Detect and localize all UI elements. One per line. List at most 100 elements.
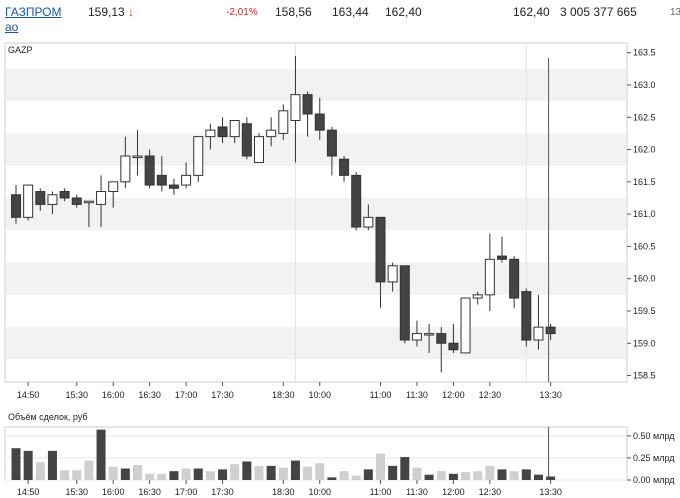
y-tick-label: 161.0 bbox=[633, 209, 656, 219]
volume-bar bbox=[327, 477, 337, 480]
candle-body bbox=[326, 129, 337, 157]
candle bbox=[132, 130, 143, 176]
candle-body bbox=[217, 126, 228, 138]
x-tick-label: 12:30 bbox=[479, 390, 502, 400]
candle-body bbox=[509, 258, 520, 299]
candle bbox=[144, 149, 155, 189]
y-tick-label: 163.5 bbox=[633, 48, 656, 58]
volume-x-tick-label: 16:00 bbox=[102, 487, 125, 497]
candle-body bbox=[533, 326, 544, 341]
candle bbox=[83, 200, 94, 228]
y-tick-label: 161.5 bbox=[633, 177, 656, 187]
candle-body bbox=[387, 265, 398, 283]
candle-body bbox=[71, 197, 82, 205]
x-tick-label: 13:30 bbox=[539, 390, 562, 400]
candle bbox=[120, 136, 131, 189]
volume-x-tick-label: 12:00 bbox=[442, 487, 465, 497]
candle-body bbox=[35, 191, 46, 205]
y-tick-label: 158.5 bbox=[633, 371, 656, 381]
volume-bar bbox=[266, 465, 276, 480]
candle-body bbox=[302, 94, 313, 115]
candle-body bbox=[363, 216, 374, 228]
candle bbox=[363, 204, 374, 231]
close-price: 162,40 bbox=[513, 5, 550, 19]
candle-body bbox=[108, 181, 119, 193]
volume-bar bbox=[84, 460, 94, 480]
candle-body bbox=[436, 333, 447, 344]
candle bbox=[411, 320, 422, 347]
candle-body bbox=[375, 216, 386, 283]
candle-body bbox=[314, 113, 325, 131]
down-arrow-icon: ↓ bbox=[128, 5, 134, 19]
candle-body bbox=[83, 200, 94, 204]
candle bbox=[424, 323, 435, 353]
volume-bar bbox=[157, 473, 167, 480]
ticker-share-type-link[interactable]: ао bbox=[5, 20, 19, 34]
volume-bar bbox=[424, 474, 434, 480]
candle-body bbox=[193, 136, 204, 176]
candle-body bbox=[181, 174, 192, 186]
candle bbox=[472, 291, 483, 305]
candle bbox=[521, 288, 532, 347]
candle bbox=[241, 117, 252, 160]
candle-body bbox=[47, 194, 58, 205]
candle-body bbox=[254, 136, 264, 163]
volume-bar bbox=[254, 465, 264, 480]
extra-column: 13 bbox=[670, 7, 680, 18]
candle-body bbox=[59, 191, 70, 199]
candle bbox=[448, 323, 459, 353]
volume-y-tick-label: 0.50 млрд bbox=[633, 431, 675, 441]
candle-body bbox=[411, 333, 422, 341]
volume-bar bbox=[133, 464, 142, 480]
volume-bar bbox=[169, 471, 179, 480]
y-tick-label: 163.0 bbox=[633, 80, 656, 90]
candle bbox=[436, 327, 447, 373]
volume-bar bbox=[485, 465, 495, 480]
volume-chart: 0.50 млрд 0.25 млрд 0.00 млрд 14:50 15:30 16:… bbox=[4, 426, 675, 497]
candle-body bbox=[229, 119, 240, 138]
candle bbox=[108, 181, 119, 208]
candle-body bbox=[497, 255, 507, 260]
candle bbox=[193, 136, 204, 182]
x-tick-label: 17:30 bbox=[211, 390, 234, 400]
x-tick-label: 11:30 bbox=[406, 390, 428, 400]
candle bbox=[497, 236, 507, 263]
candle bbox=[59, 188, 70, 202]
candle bbox=[460, 297, 471, 354]
volume-bar bbox=[363, 469, 373, 480]
candle bbox=[533, 294, 544, 350]
candle bbox=[375, 216, 386, 308]
volume-bar bbox=[242, 461, 252, 480]
volume-bar bbox=[509, 471, 519, 480]
volume-x-tick-label: 13:30 bbox=[539, 487, 562, 497]
price-chart: 163.5 163.0 162.5 162.0 161.5 161.0 160.5 160.0… bbox=[4, 42, 656, 400]
candle-body bbox=[278, 110, 289, 134]
grid-band bbox=[6, 262, 626, 295]
volume-bar bbox=[497, 469, 507, 480]
volume-x-tick-label: 18:30 bbox=[272, 487, 295, 497]
volume-x-tick-label: 17:00 bbox=[175, 487, 198, 497]
open-price: 158,56 bbox=[275, 5, 312, 19]
candle bbox=[181, 162, 192, 189]
volume-x-tick-label: 12:30 bbox=[479, 487, 502, 497]
candle bbox=[351, 172, 362, 231]
candle-body bbox=[472, 294, 483, 299]
volume-bar bbox=[120, 468, 130, 480]
candle bbox=[156, 156, 167, 192]
ticker-name-link[interactable]: ГАЗПРОМ bbox=[5, 5, 62, 19]
y-tick-label: 159.5 bbox=[633, 306, 656, 316]
volume-bar bbox=[351, 475, 361, 480]
volume-x-tick-label: 11:00 bbox=[370, 487, 392, 497]
candle-body bbox=[120, 155, 131, 183]
candle-body bbox=[290, 94, 301, 121]
candle-body bbox=[351, 174, 362, 228]
volume-bar bbox=[230, 464, 240, 480]
candle bbox=[205, 123, 216, 150]
volume-x-tick-label: 11:30 bbox=[406, 487, 428, 497]
high-price: 163,44 bbox=[332, 5, 369, 19]
volume-bar bbox=[145, 473, 155, 480]
x-tick-label: 14:50 bbox=[17, 390, 40, 400]
volume-bar bbox=[339, 471, 349, 480]
volume-bar bbox=[181, 468, 191, 480]
candle bbox=[96, 175, 107, 228]
